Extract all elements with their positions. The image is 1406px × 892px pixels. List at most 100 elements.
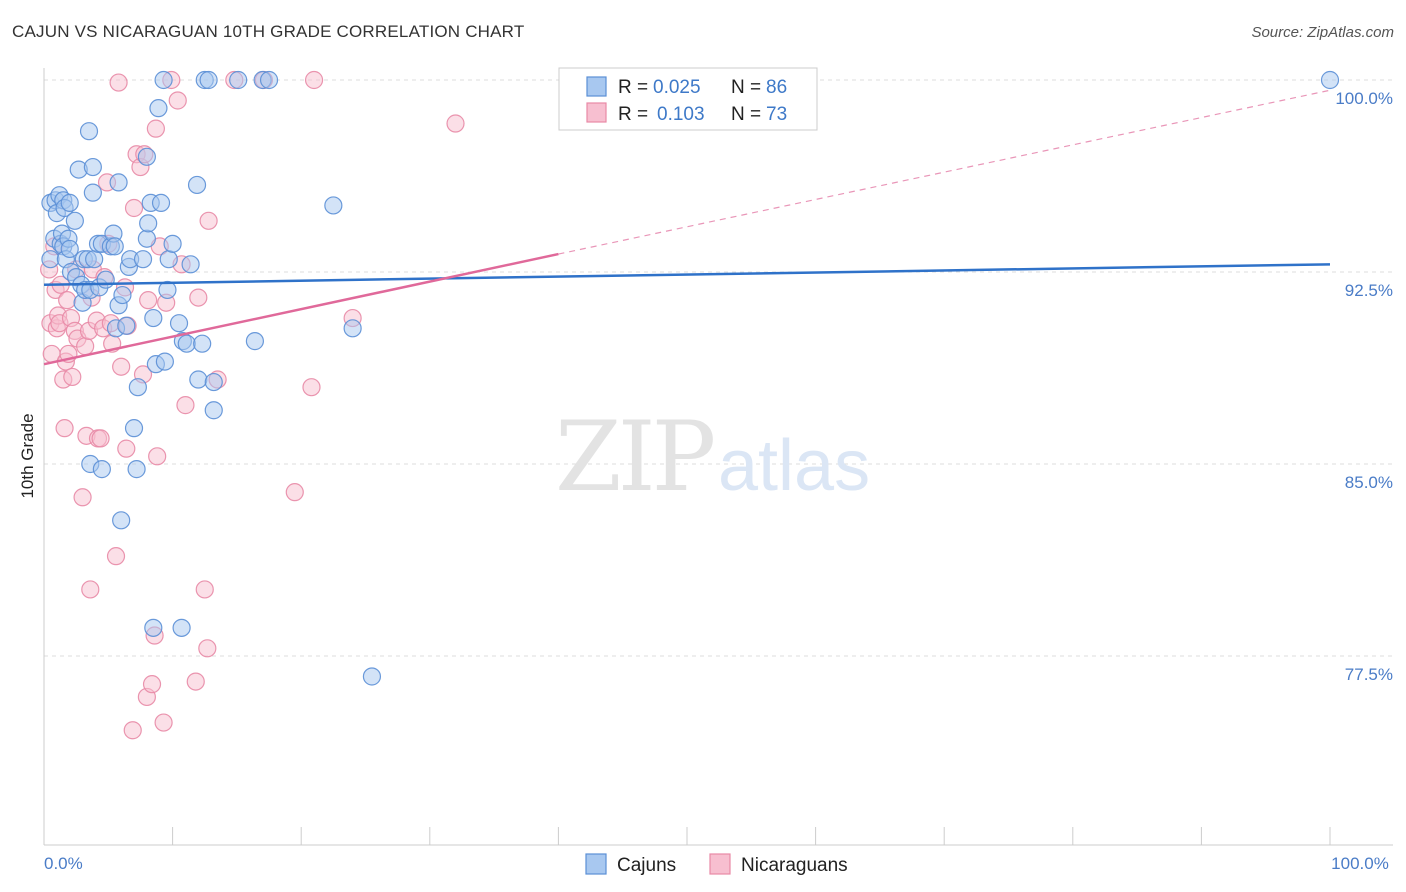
cajun-point-39 [113, 285, 132, 305]
stats-r-value-cajun: 0.025 [653, 77, 701, 98]
nicaraguan-point-42 [124, 198, 144, 218]
nicaraguan-point-71 [446, 114, 465, 133]
cajun-point-49 [139, 214, 158, 233]
stats-n-value-cajun: 86 [766, 77, 787, 98]
cajun-point-14 [60, 239, 79, 259]
trend-lines [43, 89, 1331, 366]
cajun-point-59 [163, 234, 182, 253]
cajun-point-70 [204, 401, 223, 420]
stats-swatch-cajun [586, 76, 607, 97]
nicaraguan-point-10 [55, 419, 74, 438]
nicaraguan-point-68 [302, 378, 321, 397]
cajun-point-26 [83, 183, 102, 202]
y-tick-label-0: 100.0% [1335, 89, 1393, 108]
nicaraguan-point-48 [139, 291, 158, 310]
cajun-point-28 [85, 250, 104, 269]
y-axis-title: 10th Grade [18, 413, 37, 498]
cajun-point-0 [41, 250, 60, 269]
cajun-point-76 [343, 319, 362, 338]
cajun-point-46 [133, 250, 153, 269]
nicaraguan-point-69 [304, 70, 324, 90]
nicaraguan-point-49 [142, 675, 162, 694]
nicaraguan-point-37 [112, 357, 131, 376]
nicaraguan-point-72 [198, 639, 217, 658]
nicaraguan-point-36 [109, 73, 128, 92]
nicaraguan-point-57 [168, 91, 187, 110]
cajun-point-54 [151, 193, 171, 212]
watermark: ZIP atlas [555, 401, 870, 513]
cajun-point-80 [92, 460, 111, 479]
cajun-point-68 [199, 70, 218, 90]
nicaraguan-point-59 [176, 396, 195, 415]
cajun-point-60 [169, 314, 189, 333]
cajun-point-51 [144, 308, 163, 328]
cajun-point-77 [362, 667, 382, 686]
nicaraguan-point-67 [285, 483, 304, 502]
cajun-point-13 [60, 193, 79, 212]
nicaraguan-point-20 [76, 337, 95, 356]
legend-swatch-nicaraguans [709, 853, 731, 875]
cajun-point-58 [159, 250, 178, 269]
legend-swatch-cajuns [585, 853, 607, 875]
cajun-point-35 [105, 237, 124, 256]
watermark-atlas: atlas [718, 426, 870, 506]
stats-n-value-nicaraguan: 73 [766, 104, 787, 125]
stats-r-label-nicaraguan: R = [618, 104, 648, 125]
cajun-point-56 [155, 352, 174, 371]
nicaraguan-point-51 [146, 119, 165, 138]
cajun-point-64 [187, 175, 207, 195]
cajun-trend-line [43, 263, 1331, 287]
cajun-point-32 [96, 270, 115, 289]
nicaraguan-point-60 [186, 672, 205, 691]
cajun-point-53 [149, 99, 168, 118]
cajun-point-81 [112, 511, 131, 530]
watermark-zip: ZIP [555, 401, 714, 513]
nicaraguan-point-15 [63, 367, 82, 387]
stats-r-value-nicaraguan: 0.103 [657, 104, 705, 125]
cajun-point-48 [137, 229, 156, 248]
cajun-point-83 [172, 618, 191, 637]
cajun-point-57 [158, 280, 177, 300]
series-nicaraguans [40, 70, 465, 740]
cajun-point-27 [83, 157, 102, 177]
nicaraguan-trend-line [43, 252, 559, 366]
legend-label-cajuns: Cajuns [617, 855, 676, 876]
x-tick-label-1: 100.0% [1331, 854, 1389, 873]
legend-label-nicaraguans: Nicaraguans [741, 855, 848, 876]
cajun-point-43 [124, 419, 144, 438]
cajun-point-45 [128, 378, 147, 397]
cajun-point-66 [193, 334, 212, 353]
y-tick-label-2: 85.0% [1345, 473, 1393, 492]
nicaraguan-point-28 [91, 429, 110, 448]
nicaraguan-point-39 [117, 439, 136, 458]
cajun-point-72 [245, 332, 265, 351]
cajun-point-44 [127, 460, 146, 479]
stats-legend: R = 0.025 N = 86 R = 0.103 N = 73 [558, 67, 818, 131]
series-legend: Cajuns Nicaraguans [585, 853, 848, 876]
cajun-point-40 [117, 316, 136, 335]
cajun-point-47 [137, 147, 156, 166]
series-cajuns [41, 70, 1340, 686]
nicaraguan-point-61 [189, 288, 208, 307]
nicaraguan-point-62 [195, 580, 214, 599]
cajun-point-55 [154, 70, 173, 90]
cajun-point-24 [79, 122, 99, 141]
axes: 0.0% 100.0% [43, 68, 1393, 873]
nicaraguan-point-41 [123, 721, 142, 740]
x-tick-label-0: 0.0% [44, 854, 83, 873]
stats-n-label-cajun: N = [731, 77, 761, 98]
nicaraguan-point-19 [73, 488, 92, 507]
chart-title: CAJUN VS NICARAGUAN 10TH GRADE CORRELATI… [12, 22, 525, 41]
cajun-point-62 [177, 334, 196, 353]
stats-r-label-cajun: R = [618, 77, 648, 98]
cajun-point-37 [109, 173, 128, 192]
cajun-point-82 [144, 618, 163, 637]
cajun-point-71 [229, 70, 248, 90]
y-tick-label-1: 92.5% [1345, 281, 1393, 300]
nicaraguan-point-23 [81, 580, 100, 599]
stats-swatch-nicaraguan [586, 102, 607, 123]
chart-source: Source: ZipAtlas.com [1251, 24, 1394, 41]
cajun-point-78 [1320, 70, 1340, 90]
stats-n-label-nicaraguan: N = [731, 104, 761, 125]
cajun-point-75 [324, 196, 343, 215]
